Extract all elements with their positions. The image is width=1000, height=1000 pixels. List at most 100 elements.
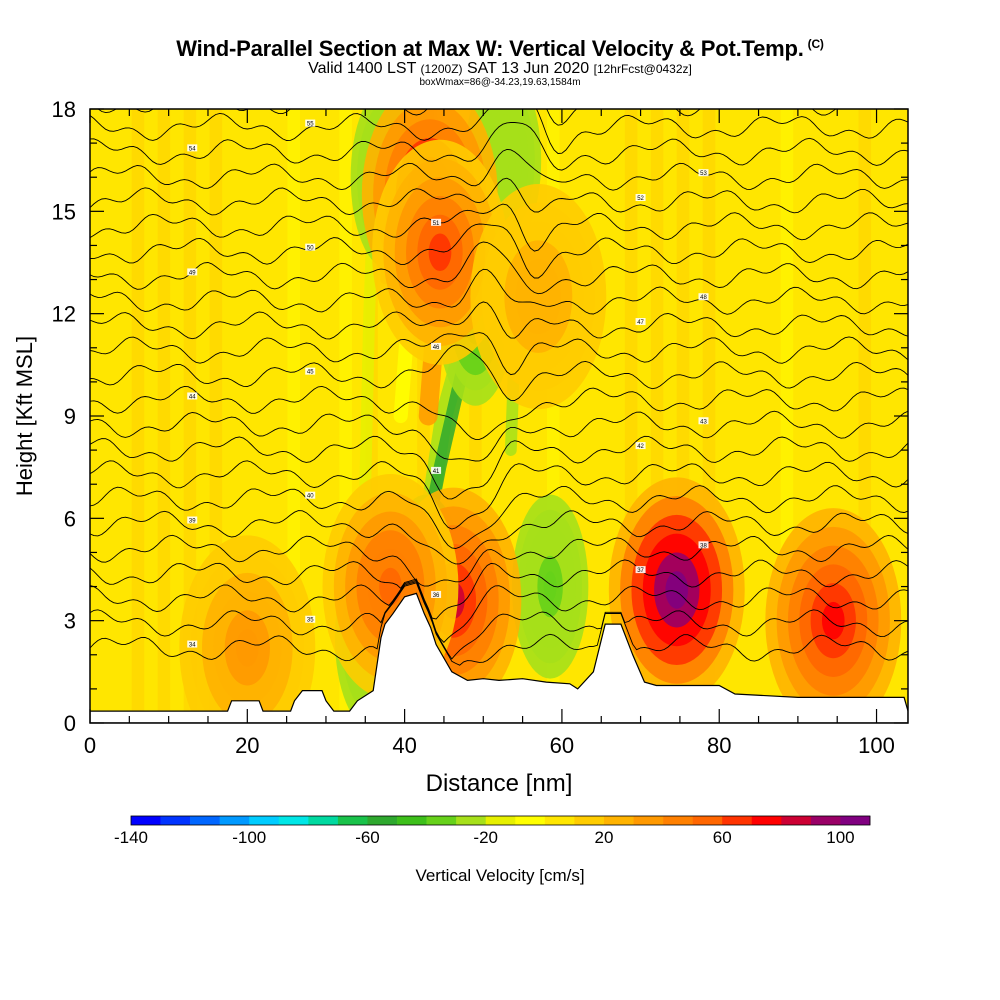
colorbar-frame (130, 815, 871, 826)
updraft-core (428, 233, 452, 272)
colorbar-swatch (574, 816, 605, 825)
colorbar-swatch (722, 816, 753, 825)
valid-zulu: (1200Z) (420, 62, 463, 76)
colorbar-swatch (515, 816, 546, 825)
terrain-profile (90, 592, 908, 723)
isentrope (90, 332, 908, 376)
downdraft-core (543, 571, 557, 602)
colorbar-swatch (308, 816, 339, 825)
colorbar-swatch (781, 816, 812, 825)
colorbar-swatch (633, 816, 664, 825)
colorbar-tick-label: 100 (826, 828, 854, 847)
colorbar-swatch (840, 816, 871, 825)
colorbar-label: Vertical Velocity [cm/s] (415, 866, 584, 885)
isentrope (90, 122, 908, 171)
isentrope-label-bg (635, 193, 646, 201)
isentrope (90, 582, 908, 666)
isentrope (90, 534, 908, 587)
velocity-band (157, 109, 171, 723)
isentrope-label-bg (305, 615, 316, 623)
isentrope-label-bg (698, 169, 709, 177)
updraft-core (235, 629, 259, 667)
forecast-info: [12hrFcst@0432z] (593, 62, 692, 76)
isentrope (90, 241, 908, 295)
colorbar-tick-label: -60 (355, 828, 380, 847)
isentrope-label: 53 (700, 171, 707, 177)
isentrope-label: 55 (307, 122, 314, 128)
colorbar-swatch (160, 816, 191, 825)
isentrope-label: 42 (637, 444, 644, 450)
y-tick-label: 0 (64, 711, 76, 736)
x-tick-label: 100 (858, 733, 895, 758)
isentrope-label: 36 (433, 593, 440, 599)
isentrope-label: 52 (637, 196, 644, 202)
chart-title-text: Wind-Parallel Section at Max W: Vertical… (176, 36, 804, 61)
isentrope-label: 37 (637, 568, 644, 574)
isentrope-label-bg (635, 566, 646, 574)
isentrope-label-bg (431, 342, 442, 350)
isentrope-label-bg (635, 318, 646, 326)
y-tick-label: 12 (52, 302, 76, 327)
isentrope-label: 54 (189, 146, 196, 152)
colorbar-swatch (131, 816, 161, 825)
isentrope-label-bg (431, 95, 441, 102)
isentrope-label-bg (305, 367, 316, 375)
isentrope (90, 177, 908, 216)
y-tick-label: 9 (64, 404, 76, 429)
isentrope-label: 34 (189, 643, 196, 649)
colorbar-swatch (544, 816, 575, 825)
isentrope (90, 148, 908, 191)
isentrope-label: 56 (433, 97, 440, 103)
y-tick-label: 18 (52, 97, 76, 122)
isentrope-label-bg (698, 541, 709, 549)
isentrope (90, 485, 908, 549)
valid-date: SAT 13 Jun 2020 (467, 60, 590, 77)
y-axis-label: Height [Kft MSL] (12, 336, 37, 496)
isentrope-label: 51 (433, 221, 440, 227)
isentrope-label-bg (635, 442, 646, 450)
x-tick-label: 20 (235, 733, 259, 758)
isentrope-label: 47 (637, 320, 644, 326)
updraft-core (665, 571, 689, 609)
copyright-mark: (C) (807, 36, 824, 51)
isentrope (90, 579, 908, 643)
x-axis-label: Distance [nm] (426, 770, 573, 797)
isentrope-label-bg (187, 144, 198, 152)
y-tick-label: 6 (64, 506, 76, 531)
colorbar-swatch (190, 816, 220, 825)
colorbar-swatch (692, 816, 723, 825)
colorbar-swatch (663, 816, 693, 825)
isentrope-label: 49 (189, 270, 196, 276)
colorbar-tick-label: -100 (232, 828, 266, 847)
updraft-core (527, 277, 550, 316)
isentrope-label: 38 (700, 543, 707, 549)
colorbar-swatch (249, 816, 280, 825)
isentrope (90, 510, 908, 565)
colorbar-swatch (337, 816, 368, 825)
x-tick-label: 80 (707, 733, 731, 758)
isentrope-label-bg (431, 218, 442, 226)
colorbar-swatch (426, 816, 457, 825)
isentrope-label-bg (187, 640, 198, 648)
isentrope-label-bg (431, 466, 442, 474)
isentrope-label: 39 (189, 519, 196, 525)
isentrope-label-bg (698, 293, 709, 301)
velocity-band (131, 109, 145, 723)
colorbar-tick-label: 60 (713, 828, 732, 847)
isentrope-label: 50 (307, 246, 314, 252)
isentrope-label: 41 (433, 469, 440, 475)
isentrope-label-bg (305, 119, 316, 127)
x-axis: 0 20 40 60 80 100 (84, 109, 895, 758)
isentrope-label: 43 (700, 419, 707, 425)
velocity-band (183, 109, 197, 723)
colorbar: -140 -100 -60 -20 20 60 100 (114, 815, 871, 847)
colorbar-swatch (810, 816, 841, 825)
y-tick-label: 15 (52, 199, 76, 224)
colorbar-tick-label: -140 (114, 828, 148, 847)
colorbar-swatch (751, 816, 782, 825)
box-info: boxWmax=86@-34.23,19.63,1584m (419, 77, 581, 88)
isentrope-label-bg (305, 491, 316, 499)
isentrope (90, 344, 908, 401)
x-tick-label: 40 (392, 733, 416, 758)
